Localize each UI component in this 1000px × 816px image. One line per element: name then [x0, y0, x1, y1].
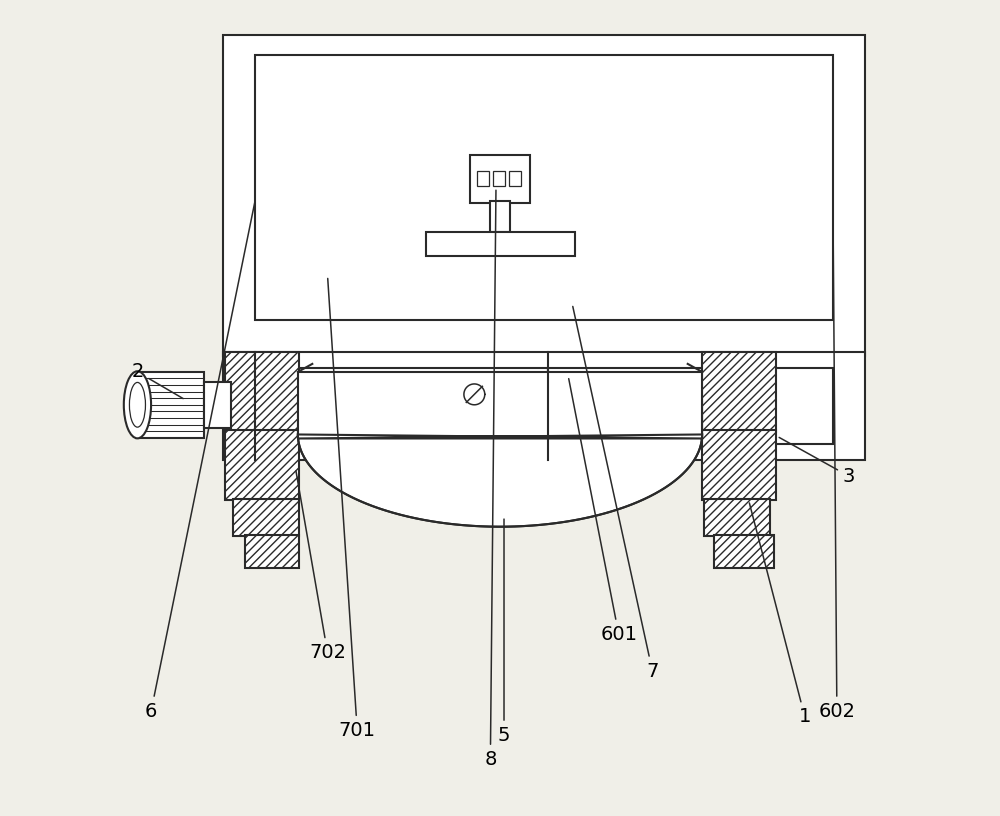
Bar	[225, 430, 299, 500]
Bar	[426, 232, 575, 255]
Text: 702: 702	[296, 471, 346, 662]
Text: 6: 6	[145, 202, 255, 721]
Bar	[245, 534, 299, 569]
Ellipse shape	[129, 383, 145, 427]
Text: 5: 5	[498, 519, 510, 745]
Text: 8: 8	[484, 190, 497, 769]
Bar	[428, 421, 540, 443]
Ellipse shape	[124, 371, 151, 438]
Bar	[255, 368, 548, 444]
Text: 2: 2	[131, 362, 183, 398]
Bar	[490, 201, 510, 232]
Bar	[298, 402, 314, 438]
Bar	[223, 35, 865, 356]
Text: 3: 3	[779, 437, 855, 486]
Bar	[509, 171, 521, 186]
Bar	[477, 171, 489, 186]
Bar	[686, 402, 702, 438]
Bar	[255, 55, 833, 320]
Bar	[223, 352, 865, 460]
Text: 7: 7	[573, 307, 659, 681]
Bar	[470, 155, 530, 203]
Bar	[548, 368, 833, 444]
Bar	[136, 372, 204, 437]
Text: 1: 1	[749, 503, 811, 726]
Polygon shape	[298, 434, 702, 526]
Bar	[225, 352, 299, 432]
Text: 602: 602	[818, 201, 855, 721]
Bar	[233, 499, 299, 536]
Bar	[702, 430, 776, 500]
Bar	[714, 534, 774, 569]
Text: 701: 701	[328, 278, 376, 740]
Bar	[298, 372, 702, 438]
Bar	[204, 382, 231, 428]
Bar	[702, 352, 776, 432]
Bar	[704, 499, 770, 536]
Text: 601: 601	[569, 379, 637, 644]
Bar	[493, 171, 505, 186]
